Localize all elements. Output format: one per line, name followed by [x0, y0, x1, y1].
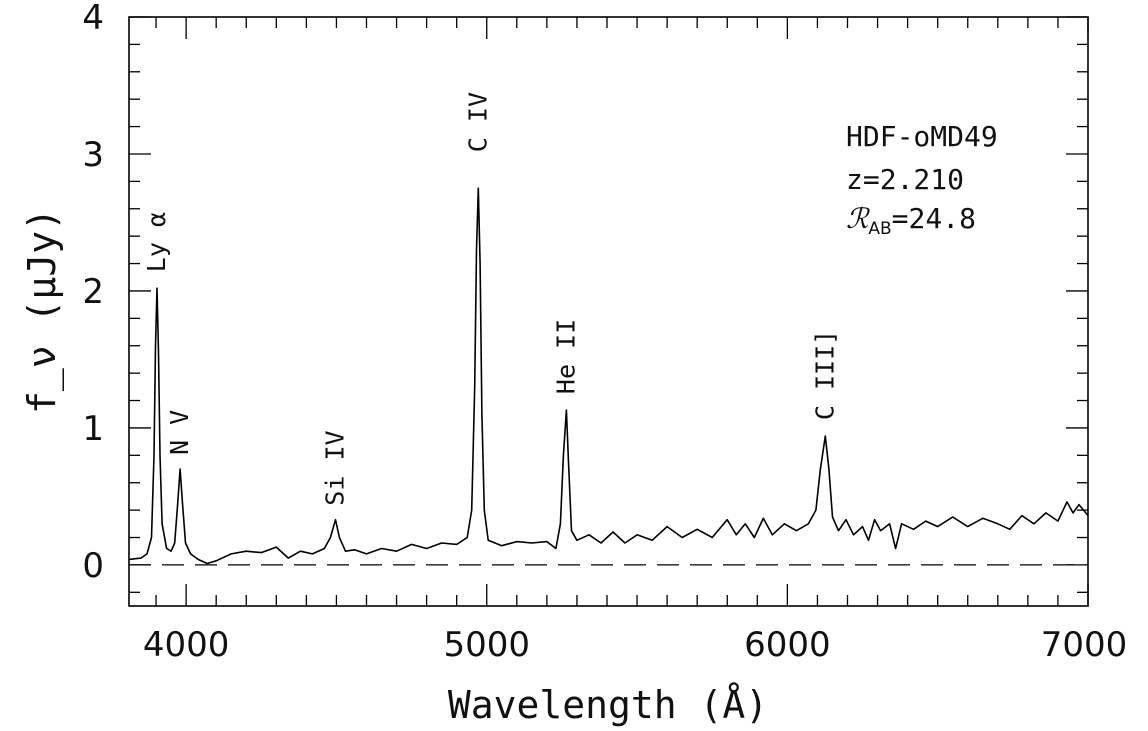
y-tick-label: 4 [82, 0, 104, 38]
y-tick-labels: 0 1 2 3 4 [82, 0, 104, 586]
emission-line-label: He II [551, 319, 580, 394]
emission-line-label: Ly α [142, 212, 171, 272]
redshift-label: z=2.210 [846, 163, 964, 196]
object-name: HDF-oMD49 [846, 120, 998, 153]
x-tick-label: 7000 [1041, 625, 1128, 665]
object-info: HDF-oMD49 z=2.210 ℛAB=24.8 [846, 120, 998, 239]
x-tick-labels: 4000 5000 6000 7000 [143, 625, 1127, 665]
y-tick-label: 2 [82, 272, 104, 312]
emission-line-label: N V [165, 410, 194, 455]
x-tick-label: 4000 [143, 625, 230, 665]
emission-line-labels: Ly α N V Si IV C IV He II C III] [142, 92, 839, 506]
y-tick-label: 0 [82, 546, 104, 586]
x-tick-label: 5000 [443, 625, 530, 665]
magnitude-subscript: AB [868, 219, 891, 239]
emission-line-label: Si IV [321, 430, 350, 505]
spectrum-series-line [128, 187, 1089, 565]
plot-frame [128, 16, 1089, 607]
emission-line-label: C III] [810, 330, 839, 420]
x-axis-title: Wavelength (Å) [448, 683, 768, 727]
magnitude-value: =24.8 [892, 202, 976, 235]
magnitude-symbol: ℛ [846, 202, 870, 235]
magnitude-label: ℛAB=24.8 [846, 202, 976, 239]
y-axis-title: f_ν (μJy) [20, 208, 65, 414]
emission-line-label: C IV [463, 92, 492, 152]
y-tick-label: 1 [82, 409, 104, 449]
y-tick-label: 3 [82, 135, 104, 175]
x-tick-label: 6000 [744, 625, 831, 665]
tick-marks [129, 16, 1089, 606]
